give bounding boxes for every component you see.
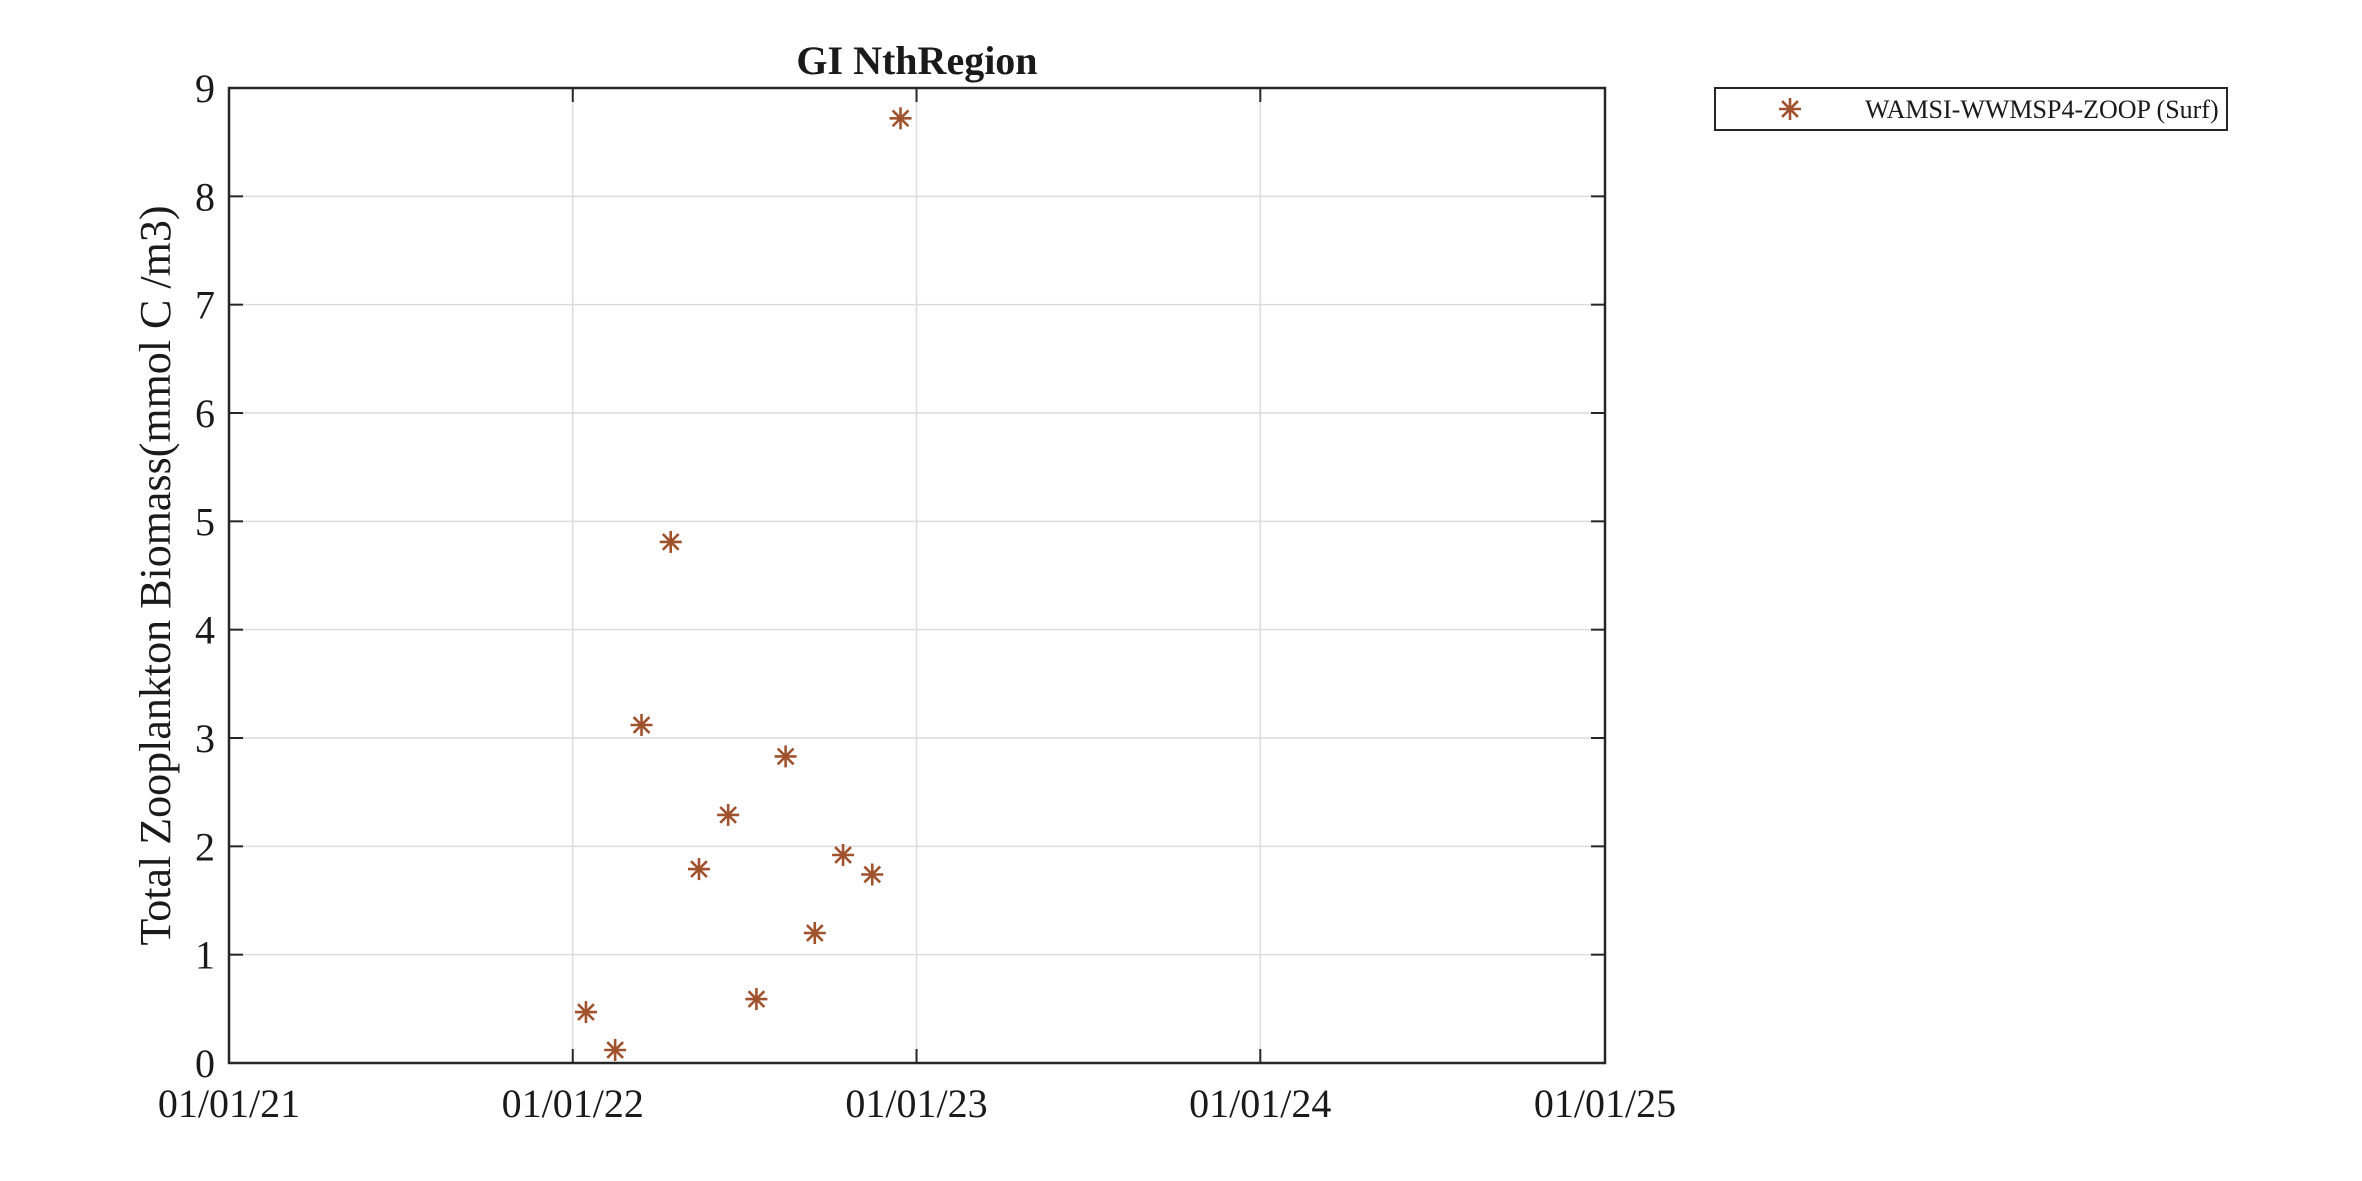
- y-tick-label: 8: [195, 174, 215, 219]
- y-tick-label: 2: [195, 824, 215, 869]
- data-point: [889, 107, 912, 130]
- data-point: [604, 1039, 627, 1061]
- y-tick-label: 0: [195, 1041, 215, 1086]
- legend-entry-label: WAMSI-WWMSP4-ZOOP (Surf): [1865, 95, 2219, 124]
- data-point: [774, 745, 797, 768]
- chart-title: GI NthRegion: [796, 38, 1037, 83]
- y-tick-label: 5: [195, 499, 215, 544]
- legend: WAMSI-WWMSP4-ZOOP (Surf): [1714, 87, 2228, 131]
- x-tick-label: 01/01/25: [1534, 1081, 1676, 1126]
- y-tick-label: 3: [195, 716, 215, 761]
- y-tick-label: 9: [195, 66, 215, 111]
- y-tick-label: 1: [195, 933, 215, 978]
- data-point: [574, 1001, 597, 1024]
- x-tick-label: 01/01/23: [845, 1081, 987, 1126]
- y-tick-label: 6: [195, 391, 215, 436]
- data-point: [717, 803, 740, 826]
- x-axis-tick-labels: 01/01/21 01/01/22 01/01/23 01/01/24 01/01/25: [158, 1081, 1676, 1126]
- x-tick-label: 01/01/21: [158, 1081, 300, 1126]
- x-tick-label: 01/01/24: [1189, 1081, 1331, 1126]
- data-point: [861, 863, 884, 886]
- y-tick-label: 4: [195, 608, 215, 653]
- data-point: [745, 988, 768, 1011]
- legend-asterisk: [1779, 98, 1801, 120]
- axis-ticks: [228, 87, 1606, 1064]
- data-point: [803, 922, 826, 944]
- data-point: [630, 714, 653, 736]
- y-axis-label: Total Zooplankton Biomass(mmol C /m3): [131, 206, 180, 946]
- x-tick-label: 01/01/22: [502, 1081, 644, 1126]
- data-point: [659, 530, 682, 553]
- data-point: [832, 844, 855, 866]
- y-tick-label: 7: [195, 283, 215, 328]
- data-markers: [574, 107, 912, 1061]
- y-axis-tick-labels: 0 1 2 3 4 5 6 7 8 9: [195, 66, 215, 1086]
- data-point: [687, 858, 710, 881]
- legend-marker-asterisk-icon: [1779, 98, 1801, 120]
- grid-lines: [229, 88, 1605, 1063]
